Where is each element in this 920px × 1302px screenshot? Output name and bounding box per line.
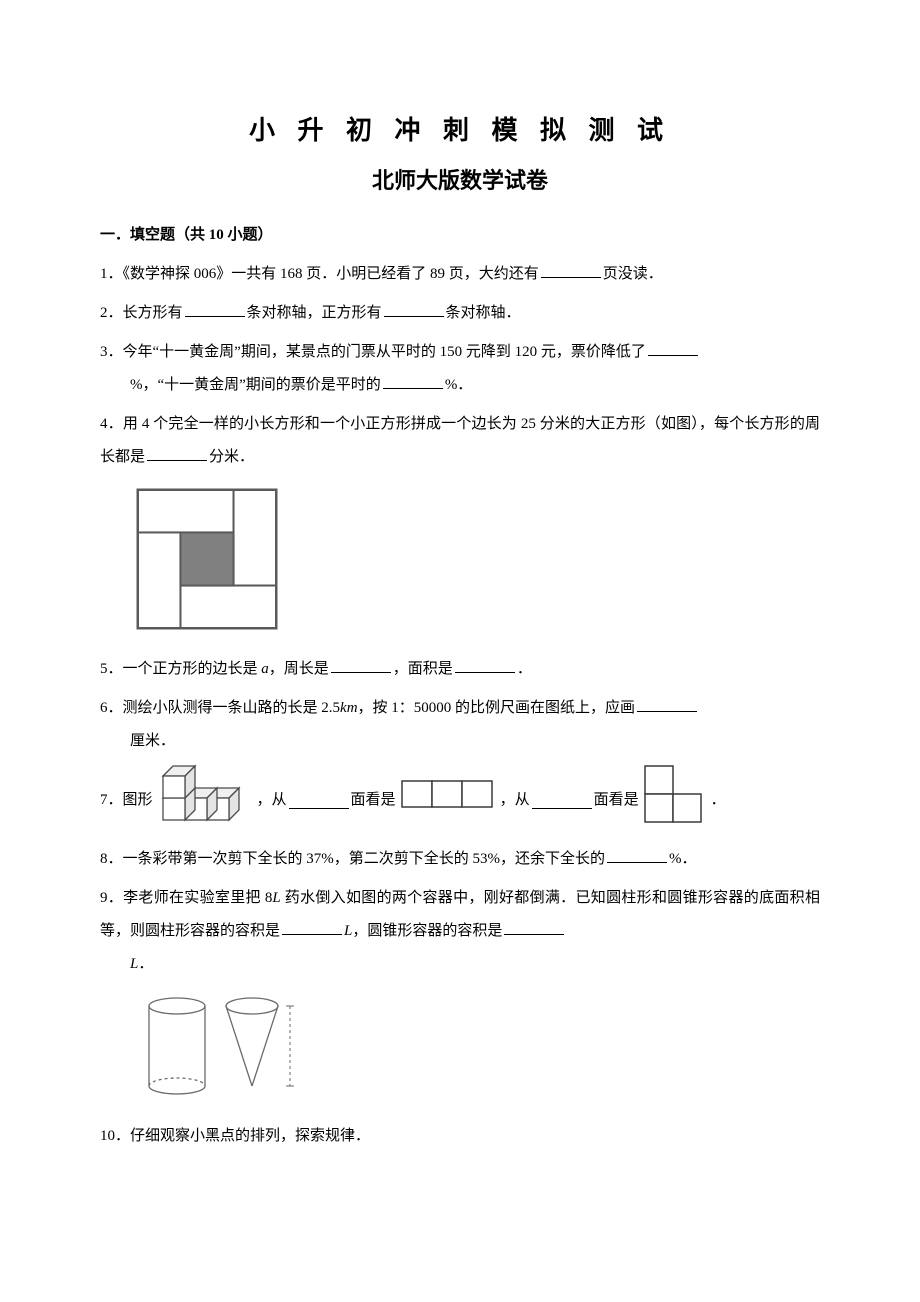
q9-var1: L [272,890,280,906]
q9-t4: ． [138,956,153,972]
q2-blank1 [185,301,245,317]
q5-blank2 [455,657,515,673]
q3-blank1 [648,340,698,356]
q1-blank [541,262,601,278]
q9-figure [132,991,820,1106]
q5-t2: ，周长是 [269,661,329,677]
q5-t1: 一个正方形的边长是 [123,661,262,677]
q2-t3: 条对称轴． [446,305,521,321]
q5-blank1 [331,657,391,673]
q7-t1: 图形 [123,784,153,817]
q9-num: 9． [100,890,123,906]
question-4: 4．用 4 个完全一样的小长方形和一个小正方形拼成一个边长为 25 分米的大正方… [100,408,820,474]
cylinder-cone-icon [132,991,302,1101]
q6-t3: 厘米． [100,733,175,749]
q3-num: 3． [100,344,123,360]
title-main: 小 升 初 冲 刺 模 拟 测 试 [100,110,820,147]
q3-t3: %． [445,377,473,393]
q5-num: 5． [100,661,123,677]
q7-t2: ，从 [257,784,287,817]
question-1: 1．《数学神探 006》一共有 168 页．小明已经看了 89 页，大约还有 页没… [100,258,820,291]
exam-page: 小 升 初 冲 刺 模 拟 测 试 北师大版数学试卷 一．填空题（共 10 小题… [0,0,920,1302]
row-3-squares-icon [400,779,496,809]
q6-t1: 测绘小队测得一条山路的长是 2.5 [123,700,341,716]
q9-blank2 [504,919,564,935]
q2-num: 2． [100,305,123,321]
q8-t1: 一条彩带第一次剪下全长的 37%，第二次剪下全长的 53%，还余下全长的 [123,851,606,867]
q7-t5: 面看是 [594,784,639,817]
q1-num: 1． [100,266,123,282]
q7-num: 7． [100,784,123,817]
q7-blank2 [532,793,592,809]
q7-t3: 面看是 [351,784,396,817]
q7-fig-row [400,779,496,822]
q6-var: km [340,700,358,716]
q6-t2: ，按 1：50000 的比例尺画在图纸上，应画 [358,700,636,716]
title-sub: 北师大版数学试卷 [100,163,820,195]
q4-blank [147,445,207,461]
q8-num: 8． [100,851,123,867]
q3-t1: 今年“十一黄金周”期间，某景点的门票从平时的 150 元降到 120 元，票价降… [123,344,646,360]
question-7: 7． 图形 ，从 面看是 ，从 面看是 ． [100,764,820,837]
question-5: 5．一个正方形的边长是 a，周长是 ，面积是 ． [100,653,820,686]
question-6: 6．测绘小队测得一条山路的长是 2.5km，按 1：50000 的比例尺画在图纸… [100,692,820,758]
question-3: 3．今年“十一黄金周”期间，某景点的门票从平时的 150 元降到 120 元，票… [100,336,820,402]
q7-fig-3d [157,764,253,837]
q1-t1: 《数学神探 006》一共有 168 页．小明已经看了 89 页，大约还有 [123,266,539,282]
question-2: 2．长方形有 条对称轴，正方形有 条对称轴． [100,297,820,330]
pinwheel-square-icon [132,484,282,634]
q6-blank [637,696,697,712]
q5-t4: ． [517,661,532,677]
q6-num: 6． [100,700,123,716]
q5-t3: ，面积是 [393,661,453,677]
question-10: 10．仔细观察小黑点的排列，探索规律． [100,1120,820,1153]
q9-t3: ，圆锥形容器的容积是 [352,923,502,939]
q2-blank2 [384,301,444,317]
q3-t2: %，“十一黄金周”期间的票价是平时的 [100,377,381,393]
question-8: 8．一条彩带第一次剪下全长的 37%，第二次剪下全长的 53%，还余下全长的 %． [100,843,820,876]
q3-blank2 [383,373,443,389]
q4-t1: 用 4 个完全一样的小长方形和一个小正方形拼成一个边长为 25 分米的大正方形（… [100,416,820,465]
l-shape-squares-icon [643,764,707,824]
question-9: 9．李老师在实验室里把 8L 药水倒入如图的两个容器中，刚好都倒满．已知圆柱形和… [100,882,820,981]
q10-t1: 仔细观察小黑点的排列，探索规律． [130,1128,370,1144]
q8-blank [607,847,667,863]
q7-blank1 [289,793,349,809]
q9-t1: 李老师在实验室里把 8 [123,890,272,906]
q7-t6: ． [711,784,726,817]
q2-t1: 长方形有 [123,305,183,321]
q10-num: 10． [100,1128,130,1144]
q4-figure [132,484,820,639]
q8-t2: %． [669,851,697,867]
q4-t2: 分米． [209,449,254,465]
q7-fig-l [643,764,707,837]
q7-t4: ，从 [500,784,530,817]
q9-blank1 [282,919,342,935]
q5-var: a [261,661,269,677]
section-1-heading: 一．填空题（共 10 小题） [100,223,820,244]
q4-num: 4． [100,416,123,432]
q2-t2: 条对称轴，正方形有 [247,305,382,321]
cubes-3d-icon [157,764,253,824]
q1-t2: 页没读． [603,266,663,282]
